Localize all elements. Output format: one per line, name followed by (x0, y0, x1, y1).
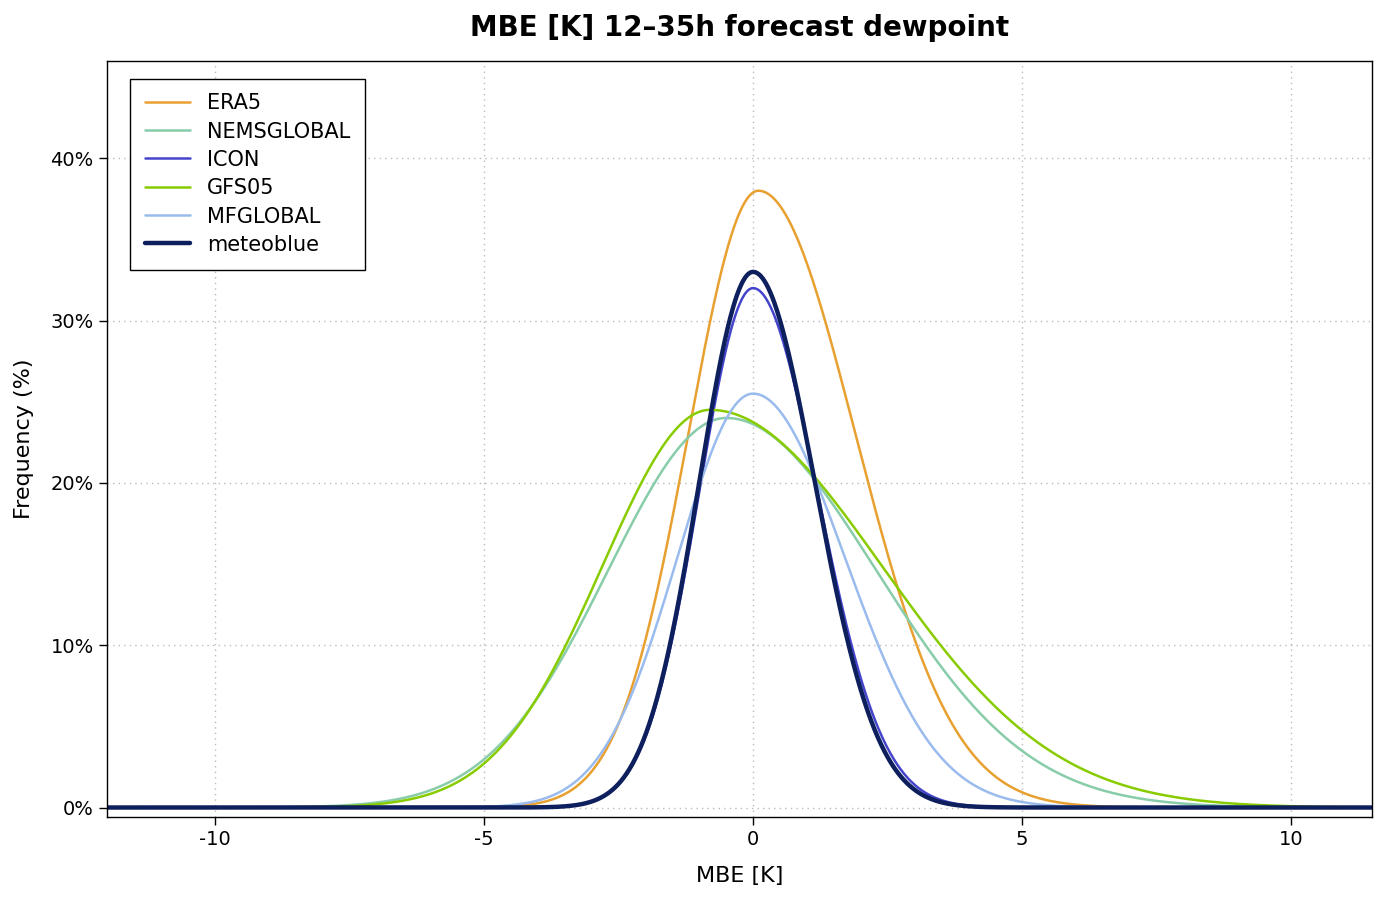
GFS05 (701, 404, 718, 415)
ERA5 (116, 802, 133, 813)
ERA5 (689, 384, 705, 395)
meteoblue (116, 802, 133, 813)
meteoblue (746, 266, 762, 277)
GFS05 (44, 802, 61, 813)
ERA5 (1148, 802, 1164, 813)
MFGLOBAL (116, 802, 133, 813)
Line: NEMSGLOBAL: NEMSGLOBAL (53, 418, 1386, 807)
ICON (725, 315, 742, 326)
GFS05 (689, 408, 705, 418)
meteoblue (725, 300, 742, 310)
NEMSGLOBAL (689, 425, 705, 436)
Title: MBE [K] 12–35h forecast dewpoint: MBE [K] 12–35h forecast dewpoint (470, 14, 1009, 42)
GFS05 (726, 409, 743, 419)
X-axis label: MBE [K]: MBE [K] (696, 866, 783, 886)
Line: MFGLOBAL: MFGLOBAL (53, 393, 1386, 807)
meteoblue (44, 802, 61, 813)
ICON (1148, 802, 1164, 813)
MFGLOBAL (44, 802, 61, 813)
Line: ICON: ICON (53, 288, 1386, 807)
MFGLOBAL (1148, 802, 1164, 813)
Legend: ERA5, NEMSGLOBAL, ICON, GFS05, MFGLOBAL, meteoblue: ERA5, NEMSGLOBAL, ICON, GFS05, MFGLOBAL,… (130, 79, 365, 270)
ERA5 (725, 222, 742, 233)
ERA5 (44, 802, 61, 813)
NEMSGLOBAL (718, 412, 735, 423)
ICON (44, 802, 61, 813)
MFGLOBAL (746, 388, 762, 399)
meteoblue (689, 492, 705, 503)
Line: meteoblue: meteoblue (53, 272, 1386, 807)
ICON (746, 283, 762, 293)
MFGLOBAL (689, 490, 705, 500)
ICON (689, 502, 705, 513)
ERA5 (750, 185, 766, 196)
ICON (116, 802, 133, 813)
NEMSGLOBAL (1148, 796, 1164, 806)
GFS05 (1148, 788, 1164, 799)
Y-axis label: Frequency (%): Frequency (%) (14, 359, 33, 519)
NEMSGLOBAL (116, 802, 133, 813)
GFS05 (116, 802, 133, 813)
NEMSGLOBAL (726, 413, 743, 424)
Line: GFS05: GFS05 (53, 410, 1386, 807)
MFGLOBAL (725, 401, 742, 412)
Line: ERA5: ERA5 (53, 191, 1386, 807)
NEMSGLOBAL (44, 802, 61, 813)
meteoblue (1148, 802, 1164, 813)
